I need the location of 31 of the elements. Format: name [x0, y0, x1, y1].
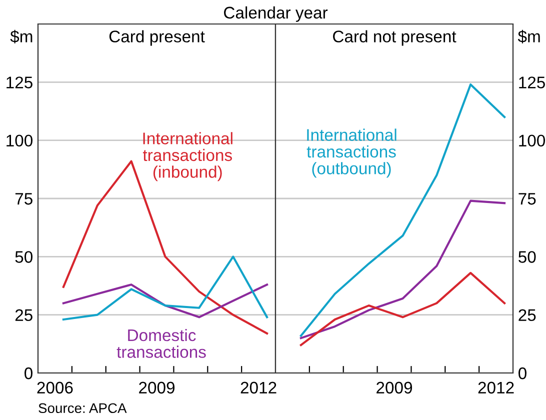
x-tick-label: 2012	[240, 382, 276, 394]
y-tick-label: 25	[15, 309, 32, 322]
y-tick-label: 0	[24, 367, 32, 380]
x-tick-label: 2006	[37, 382, 73, 394]
y-tick-label: 50	[15, 251, 32, 263]
y-tick-label: 125	[6, 76, 32, 88]
line-series	[300, 83, 506, 337]
line-series	[300, 200, 506, 340]
text: Calendar year	[224, 6, 328, 22]
y-tick-label: 50	[518, 251, 536, 263]
y-tick-label: 100	[519, 134, 546, 147]
y-tick-label: 125	[519, 76, 545, 88]
y-tick-label: 75	[15, 193, 32, 205]
chart-title: Card present	[109, 30, 205, 46]
chart-title: Card not present	[333, 30, 456, 46]
line-series	[62, 284, 268, 318]
x-tick-label: 2009	[376, 382, 412, 394]
line-series	[62, 256, 268, 321]
y-axis-title: $m	[518, 30, 540, 44]
x-tick-label: 2012	[478, 382, 514, 394]
y-tick-label: 0	[518, 367, 526, 380]
text: International transactions (outbound)	[306, 128, 396, 178]
x-tick-label: 2009	[139, 382, 174, 394]
source-note: Source: APCA	[38, 403, 127, 414]
y-tick-label: 100	[6, 134, 32, 147]
series-label: Domestic transactions	[116, 328, 206, 358]
series-label: International transactions (inbound)	[142, 132, 232, 182]
y-axis-title: $m	[10, 30, 32, 44]
y-tick-label: 25	[518, 309, 536, 322]
line-series	[300, 272, 506, 346]
y-tick-label: 75	[518, 193, 536, 205]
